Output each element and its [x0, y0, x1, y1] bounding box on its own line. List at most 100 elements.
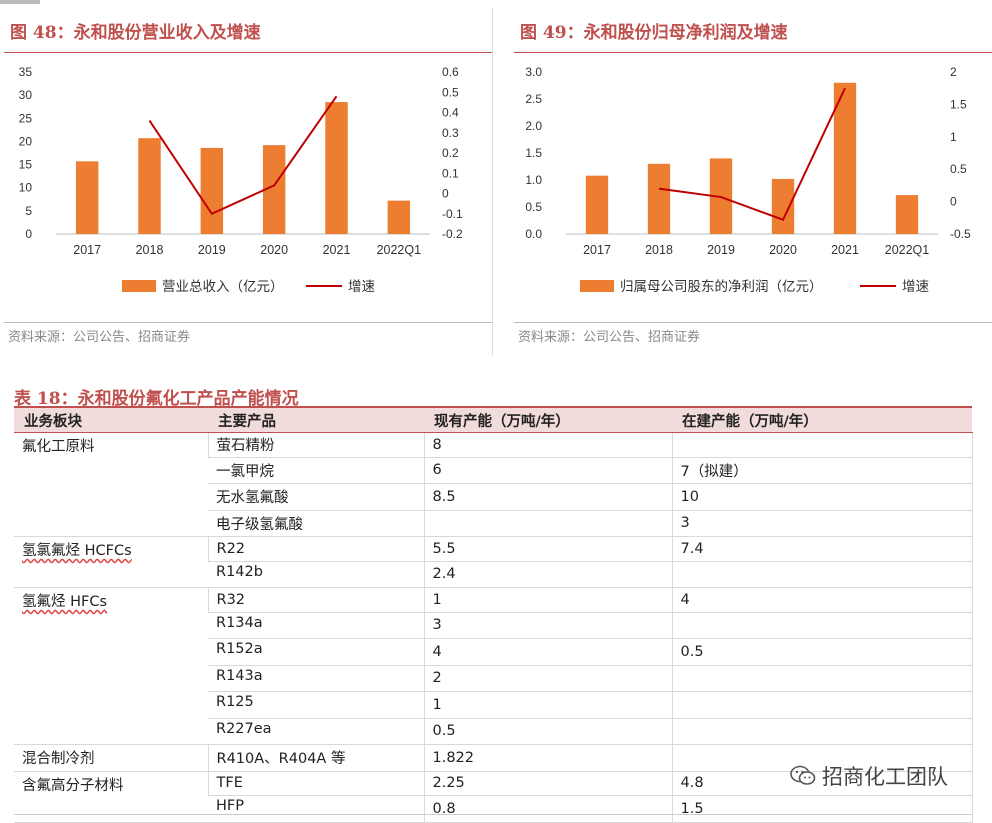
figure48-y-left-tick: 5 [25, 204, 32, 218]
figure49-bar [772, 179, 794, 234]
figure48-y-left-tick: 15 [19, 158, 33, 172]
figure48-growth-line [150, 96, 337, 213]
figure49-y-right-tick: -0.5 [950, 227, 971, 241]
figure49-y-left-tick: 3.0 [525, 65, 542, 79]
product-cell: R142b [208, 561, 424, 588]
header-product: 主要产品 [208, 407, 424, 433]
figure48-legend-line-label: 增速 [348, 279, 375, 295]
segment-label: 氢氯氟烃 HCFCs [22, 543, 132, 559]
figure49-x-tick: 2017 [583, 243, 611, 257]
product-cell: R410A、R404A 等 [208, 745, 424, 772]
figure48-y-right-tick: 0.4 [442, 106, 459, 120]
figure49-y-right-tick: 0.5 [950, 162, 967, 176]
figure49-y-left-tick: 1.5 [525, 146, 542, 160]
figure-48-source-rule [4, 322, 492, 323]
product-cell: R125 [208, 692, 424, 719]
figure49-y-left-tick: 0.5 [525, 200, 542, 214]
figure49-x-tick: 2020 [769, 243, 797, 257]
segment-cell: 混合制冷剂 [14, 745, 208, 772]
figure49-y-right-tick: 0 [950, 195, 957, 209]
figure-48-chart: 05101520253035-0.2-0.100.10.20.30.40.50.… [4, 58, 492, 320]
figure49-y-right-tick: 2 [950, 65, 957, 79]
segment-label: 混合制冷剂 [22, 751, 95, 767]
figure48-x-tick: 2018 [136, 243, 164, 257]
existing-capacity-cell: 2 [424, 665, 672, 692]
existing-capacity-cell: 6 [424, 457, 672, 484]
figure-49-title: 图 49：永和股份归母净利润及增速 [520, 18, 788, 43]
figure48-y-right-tick: 0.5 [442, 85, 459, 99]
building-capacity-cell [672, 433, 972, 458]
figure49-y-right-tick: 1 [950, 130, 957, 144]
product-cell: 一氯甲烷 [208, 457, 424, 484]
figure48-bar [388, 201, 410, 234]
product-cell: 萤石精粉 [208, 433, 424, 458]
figure49-legend-bar-label: 归属母公司股东的净利润（亿元） [620, 278, 823, 295]
figure48-x-tick: 2022Q1 [377, 243, 422, 257]
figure48-legend-bar-swatch [122, 280, 156, 292]
building-capacity-cell: 3 [672, 510, 972, 537]
product-cell: R143a [208, 665, 424, 692]
wechat-icon [790, 765, 816, 787]
building-capacity-cell [672, 561, 972, 588]
watermark: 招商化工团队 [790, 761, 948, 791]
figure49-x-tick: 2018 [645, 243, 673, 257]
segment-label: 氢氟烃 HFCs [22, 594, 107, 610]
segment-cell: 氢氟烃 HFCs [14, 588, 208, 745]
figure-49-title-rule [514, 52, 992, 53]
product-cell: R134a [208, 612, 424, 639]
product-cell: R227ea [208, 718, 424, 745]
figure49-bar [896, 195, 918, 234]
figure49-legend-line-label: 增速 [902, 279, 929, 295]
figure49-y-left-tick: 2.5 [525, 92, 542, 106]
building-capacity-cell: 1.5 [672, 796, 972, 823]
top-accent-bar [0, 0, 40, 4]
figure48-legend-bar-label: 营业总收入（亿元） [162, 279, 284, 295]
figure48-x-tick: 2019 [198, 243, 226, 257]
figure48-bar [201, 148, 223, 234]
building-capacity-cell [672, 665, 972, 692]
figure49-y-right-tick: 1.5 [950, 97, 967, 111]
figure49-growth-line [659, 88, 845, 220]
figure49-y-left-tick: 1.0 [525, 173, 542, 187]
page-bottom-rule [14, 814, 972, 815]
existing-capacity-cell: 0.8 [424, 796, 672, 823]
existing-capacity-cell: 0.5 [424, 718, 672, 745]
figure48-y-right-tick: -0.1 [442, 207, 463, 221]
existing-capacity-cell: 3 [424, 612, 672, 639]
existing-capacity-cell: 8 [424, 433, 672, 458]
figure49-legend-bar-swatch [580, 280, 614, 292]
figure49-bar [648, 164, 670, 234]
figure-48-title-rule [4, 52, 492, 53]
figure48-bar [325, 102, 347, 234]
segment-label: 氟化工原料 [22, 439, 95, 455]
figure48-y-left-tick: 20 [19, 134, 33, 148]
product-cell: 电子级氢氟酸 [208, 510, 424, 537]
figure48-y-left-tick: 35 [19, 65, 33, 79]
building-capacity-cell [672, 692, 972, 719]
existing-capacity-cell: 2.4 [424, 561, 672, 588]
header-existing-capacity: 现有产能（万吨/年） [424, 407, 672, 433]
figure48-y-right-tick: 0.2 [442, 146, 459, 160]
figure48-y-right-tick: 0 [442, 187, 449, 201]
building-capacity-cell [672, 718, 972, 745]
figure48-y-right-tick: -0.2 [442, 227, 463, 241]
building-capacity-cell: 10 [672, 484, 972, 511]
figure-48-source: 资料来源：公司公告、招商证券 [8, 326, 190, 345]
product-cell: HFP [208, 796, 424, 823]
figure48-y-right-tick: 0.6 [442, 65, 459, 79]
figure-49-source-rule [514, 322, 992, 323]
figure-49-source: 资料来源：公司公告、招商证券 [518, 326, 700, 345]
segment-label: 含氟高分子材料 [22, 778, 124, 794]
building-capacity-cell: 7（拟建） [672, 457, 972, 484]
product-cell: 无水氢氟酸 [208, 484, 424, 511]
figure49-x-tick: 2021 [831, 243, 859, 257]
figure48-x-tick: 2017 [73, 243, 101, 257]
building-capacity-cell: 4 [672, 588, 972, 613]
existing-capacity-cell: 5.5 [424, 537, 672, 562]
product-cell: TFE [208, 771, 424, 796]
